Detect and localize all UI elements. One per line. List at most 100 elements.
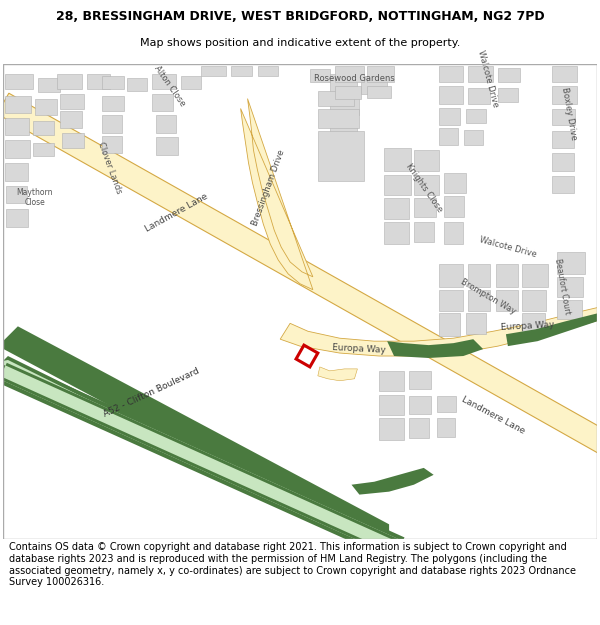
Polygon shape (5, 163, 28, 181)
Polygon shape (6, 209, 28, 227)
Polygon shape (231, 66, 253, 76)
Polygon shape (553, 153, 574, 171)
Polygon shape (102, 136, 122, 153)
Polygon shape (496, 264, 518, 287)
Polygon shape (409, 418, 429, 438)
Polygon shape (379, 394, 404, 416)
Polygon shape (61, 94, 84, 109)
Text: Europa Way: Europa Way (332, 343, 386, 355)
Polygon shape (318, 109, 359, 128)
Polygon shape (330, 121, 358, 138)
Polygon shape (439, 128, 458, 145)
Polygon shape (127, 78, 146, 91)
Polygon shape (280, 306, 600, 356)
Polygon shape (439, 86, 463, 104)
Polygon shape (439, 314, 460, 336)
Polygon shape (181, 76, 201, 89)
Polygon shape (5, 362, 403, 544)
Polygon shape (318, 367, 358, 381)
Polygon shape (553, 66, 577, 82)
Polygon shape (102, 76, 124, 89)
Polygon shape (409, 396, 431, 414)
Polygon shape (384, 175, 411, 194)
Polygon shape (553, 131, 574, 148)
Polygon shape (506, 314, 597, 346)
Polygon shape (557, 277, 583, 297)
Polygon shape (466, 109, 486, 123)
Polygon shape (498, 88, 518, 102)
Polygon shape (0, 359, 404, 561)
Polygon shape (0, 360, 379, 547)
Polygon shape (335, 66, 364, 82)
Polygon shape (496, 289, 518, 311)
Text: Beaufort Court: Beaufort Court (553, 258, 572, 316)
Text: Landmere Lane: Landmere Lane (143, 191, 209, 233)
Polygon shape (414, 198, 436, 217)
Text: Brompton Way: Brompton Way (459, 277, 517, 316)
Text: Walcote Drive: Walcote Drive (476, 49, 500, 108)
Text: Knights Close: Knights Close (404, 162, 444, 214)
Text: Boxley Drive: Boxley Drive (560, 86, 578, 141)
Polygon shape (5, 118, 29, 135)
Polygon shape (414, 150, 439, 171)
Polygon shape (87, 74, 110, 89)
Polygon shape (310, 69, 330, 82)
Polygon shape (409, 371, 431, 389)
Polygon shape (61, 111, 82, 128)
Polygon shape (318, 131, 364, 181)
Text: Bressingham Drive: Bressingham Drive (250, 149, 286, 227)
Polygon shape (387, 339, 483, 358)
Polygon shape (241, 99, 313, 289)
Polygon shape (414, 175, 439, 194)
Text: A52 - Clifton Boulevard: A52 - Clifton Boulevard (102, 366, 201, 419)
Polygon shape (384, 198, 409, 219)
Polygon shape (384, 148, 411, 171)
Text: 28, BRESSINGHAM DRIVE, WEST BRIDGFORD, NOTTINGHAM, NG2 7PD: 28, BRESSINGHAM DRIVE, WEST BRIDGFORD, N… (56, 9, 544, 22)
Polygon shape (522, 289, 545, 311)
Polygon shape (0, 356, 389, 551)
Text: Contains OS data © Crown copyright and database right 2021. This information is : Contains OS data © Crown copyright and d… (9, 542, 576, 587)
Polygon shape (5, 74, 33, 89)
Polygon shape (522, 264, 548, 287)
Polygon shape (58, 74, 82, 89)
Polygon shape (443, 222, 463, 244)
Polygon shape (439, 107, 460, 126)
Polygon shape (6, 186, 27, 202)
Polygon shape (469, 264, 490, 287)
Polygon shape (414, 222, 434, 242)
Polygon shape (102, 116, 122, 133)
Polygon shape (553, 86, 577, 104)
Polygon shape (33, 121, 55, 135)
Polygon shape (439, 66, 463, 82)
Polygon shape (443, 173, 466, 192)
Polygon shape (437, 396, 457, 412)
Polygon shape (379, 371, 404, 391)
Text: Alton Close: Alton Close (152, 64, 187, 107)
Polygon shape (557, 252, 585, 274)
Polygon shape (5, 140, 30, 158)
Text: Map shows position and indicative extent of the property.: Map shows position and indicative extent… (140, 38, 460, 48)
Text: Clover Lands: Clover Lands (97, 141, 124, 195)
Polygon shape (201, 66, 226, 76)
Polygon shape (553, 176, 574, 192)
Polygon shape (469, 289, 490, 311)
Polygon shape (367, 86, 391, 98)
Polygon shape (469, 66, 493, 82)
Polygon shape (330, 74, 358, 94)
Polygon shape (464, 130, 483, 145)
Text: Walcote Drive: Walcote Drive (478, 235, 538, 259)
Polygon shape (157, 116, 176, 133)
Polygon shape (439, 264, 463, 287)
Polygon shape (443, 196, 464, 218)
Polygon shape (557, 299, 582, 319)
Polygon shape (38, 78, 61, 92)
Polygon shape (259, 66, 278, 76)
Polygon shape (553, 109, 575, 126)
Text: Maythorn
Close: Maythorn Close (16, 188, 53, 208)
Polygon shape (437, 418, 455, 437)
Polygon shape (0, 362, 403, 557)
Polygon shape (152, 74, 176, 89)
Polygon shape (0, 326, 389, 544)
Polygon shape (35, 99, 58, 116)
Polygon shape (0, 376, 397, 557)
